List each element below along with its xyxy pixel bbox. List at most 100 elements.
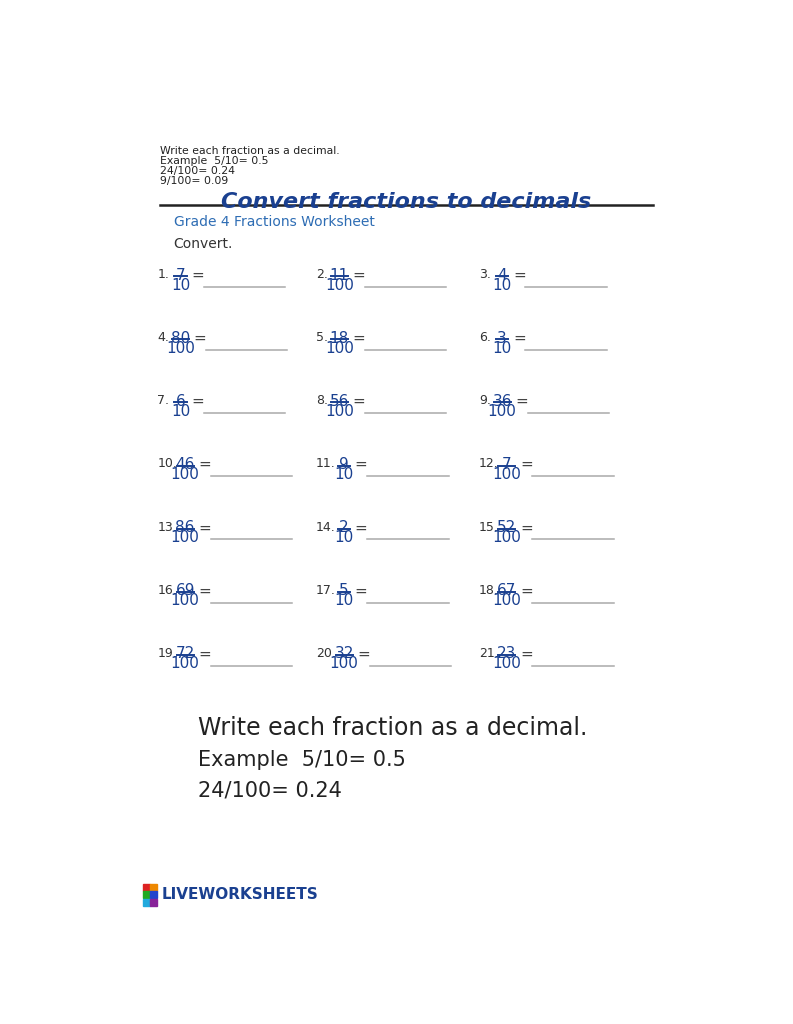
Text: =: = — [355, 520, 368, 536]
Text: 100: 100 — [492, 656, 521, 672]
Text: LIVEWORKSHEETS: LIVEWORKSHEETS — [162, 888, 319, 902]
Text: 21.: 21. — [479, 647, 499, 659]
Text: =: = — [198, 458, 211, 472]
Text: Example  5/10= 0.5: Example 5/10= 0.5 — [159, 156, 268, 166]
Text: =: = — [520, 647, 533, 662]
Text: =: = — [191, 268, 204, 283]
Text: 14.: 14. — [316, 520, 336, 534]
Text: 100: 100 — [170, 593, 200, 608]
Text: 100: 100 — [325, 278, 354, 293]
Text: 7.: 7. — [157, 394, 169, 408]
Text: Convert.: Convert. — [174, 237, 233, 251]
Text: 10: 10 — [335, 593, 354, 608]
Text: 67: 67 — [497, 584, 516, 598]
Text: =: = — [355, 458, 368, 472]
Text: Example  5/10= 0.5: Example 5/10= 0.5 — [198, 751, 406, 770]
Text: 86: 86 — [175, 520, 195, 536]
Text: 46: 46 — [175, 457, 195, 472]
Text: 20.: 20. — [316, 647, 336, 659]
Text: 9.: 9. — [479, 394, 491, 408]
Text: 100: 100 — [492, 530, 521, 545]
Text: 9/100= 0.09: 9/100= 0.09 — [159, 176, 228, 186]
Text: 100: 100 — [170, 530, 200, 545]
Text: 16.: 16. — [157, 584, 177, 597]
Text: =: = — [193, 331, 206, 346]
Text: 10: 10 — [335, 467, 354, 482]
Text: 23: 23 — [497, 646, 516, 662]
Text: 100: 100 — [166, 341, 195, 355]
Text: 4: 4 — [497, 267, 507, 283]
Bar — [151, 884, 157, 891]
Text: 100: 100 — [492, 593, 521, 608]
Text: 10: 10 — [170, 403, 190, 419]
Text: =: = — [353, 394, 366, 410]
Text: 18: 18 — [330, 331, 349, 346]
Text: 7: 7 — [502, 457, 511, 472]
Text: =: = — [191, 394, 204, 410]
Text: =: = — [198, 584, 211, 599]
Text: =: = — [357, 647, 370, 662]
Text: 32: 32 — [335, 646, 354, 662]
Text: =: = — [355, 584, 368, 599]
Bar — [151, 891, 157, 898]
Text: 100: 100 — [492, 467, 521, 482]
Text: 36: 36 — [492, 394, 511, 409]
Text: =: = — [513, 331, 526, 346]
Text: 3.: 3. — [479, 268, 491, 281]
Text: =: = — [520, 458, 533, 472]
Text: 7: 7 — [176, 267, 186, 283]
Text: 5: 5 — [339, 584, 349, 598]
Text: 52: 52 — [497, 520, 516, 536]
Text: 11: 11 — [330, 267, 349, 283]
Text: 12.: 12. — [479, 458, 499, 470]
Text: 6: 6 — [175, 394, 186, 409]
Text: 17.: 17. — [316, 584, 336, 597]
Text: 4.: 4. — [157, 331, 169, 344]
Text: 100: 100 — [488, 403, 516, 419]
Text: 10: 10 — [335, 530, 354, 545]
Text: 11.: 11. — [316, 458, 336, 470]
Text: 3: 3 — [497, 331, 507, 346]
Text: 80: 80 — [170, 331, 190, 346]
Text: 100: 100 — [170, 656, 200, 672]
Text: 6.: 6. — [479, 331, 491, 344]
Text: Convert fractions to decimals: Convert fractions to decimals — [221, 193, 591, 212]
Text: 24/100= 0.24: 24/100= 0.24 — [159, 166, 235, 176]
Text: 2.: 2. — [316, 268, 328, 281]
Text: 72: 72 — [175, 646, 195, 662]
Bar — [151, 899, 157, 906]
Text: 100: 100 — [330, 656, 358, 672]
Text: Write each fraction as a decimal.: Write each fraction as a decimal. — [159, 146, 339, 156]
Text: 10: 10 — [170, 278, 190, 293]
Bar — [143, 899, 150, 906]
Text: 13.: 13. — [157, 520, 177, 534]
Text: 100: 100 — [325, 341, 354, 355]
Text: =: = — [513, 268, 526, 283]
Text: 69: 69 — [175, 584, 195, 598]
Text: 100: 100 — [170, 467, 200, 482]
Text: Write each fraction as a decimal.: Write each fraction as a decimal. — [198, 716, 588, 739]
Text: 10: 10 — [492, 278, 511, 293]
Text: =: = — [520, 520, 533, 536]
Text: =: = — [515, 394, 528, 410]
Text: =: = — [198, 647, 211, 662]
Text: 100: 100 — [325, 403, 354, 419]
Text: Grade 4 Fractions Worksheet: Grade 4 Fractions Worksheet — [174, 215, 374, 229]
Text: 18.: 18. — [479, 584, 499, 597]
Text: =: = — [353, 331, 366, 346]
Text: 5.: 5. — [316, 331, 328, 344]
Text: =: = — [353, 268, 366, 283]
Text: 56: 56 — [330, 394, 349, 409]
Text: 15.: 15. — [479, 520, 499, 534]
Text: 10: 10 — [492, 341, 511, 355]
Text: 8.: 8. — [316, 394, 328, 408]
Text: 19.: 19. — [157, 647, 177, 659]
Text: 10.: 10. — [157, 458, 177, 470]
Text: 2: 2 — [339, 520, 349, 536]
Text: =: = — [520, 584, 533, 599]
Bar — [143, 884, 150, 891]
Bar — [143, 891, 150, 898]
Text: 24/100= 0.24: 24/100= 0.24 — [198, 780, 343, 801]
Text: =: = — [198, 520, 211, 536]
Text: 1.: 1. — [157, 268, 169, 281]
